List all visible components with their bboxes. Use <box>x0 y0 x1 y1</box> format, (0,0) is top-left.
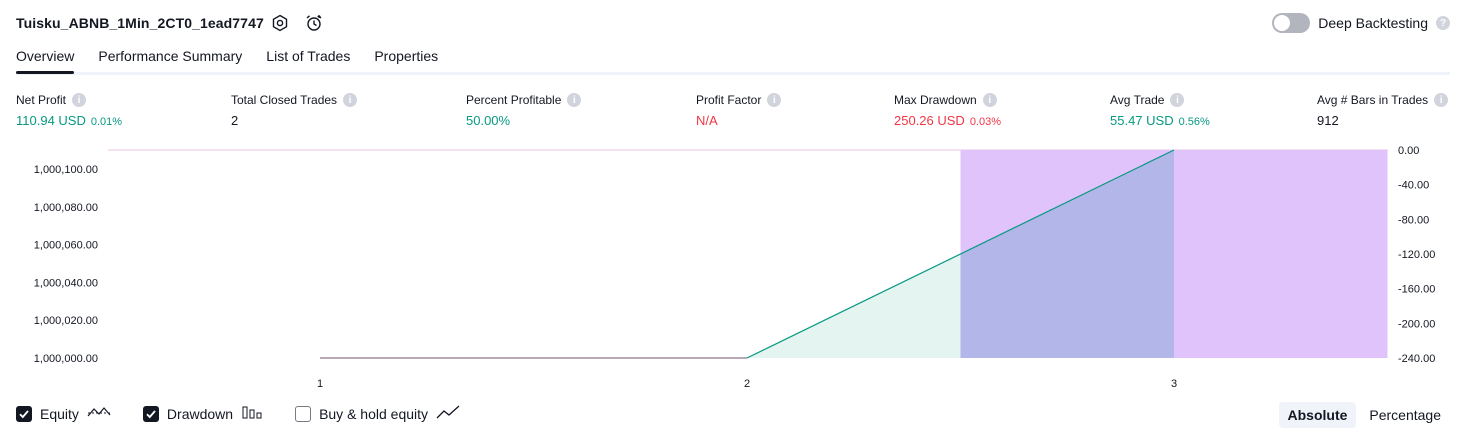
deep-backtesting-toggle[interactable] <box>1272 13 1311 33</box>
metric-label: Total Closed Trades <box>231 93 338 107</box>
chart-legend: Equity Drawdown Buy & hold equity <box>16 404 492 423</box>
metric-avg-trade: Avg Trade i 55.47 USD 0.56% <box>1110 93 1210 128</box>
metric-net-profit: Net Profit i 110.94 USD 0.01% <box>16 93 122 128</box>
metric-label: Avg Trade <box>1110 93 1165 107</box>
checkbox-checked[interactable] <box>142 405 159 422</box>
metric-percent: 0.03% <box>969 116 1002 128</box>
metric-value: 250.26 USD <box>894 113 965 128</box>
percentage-button[interactable]: Percentage <box>1369 407 1441 423</box>
alarm-clock-icon[interactable] <box>304 13 324 33</box>
equity-label: Equity <box>40 405 79 422</box>
tabs-divider <box>16 72 1450 75</box>
left-axis-tick: 1,000,020.00 <box>34 315 98 327</box>
right-axis-tick: -40.00 <box>1398 180 1429 192</box>
left-axis-tick: 1,000,040.00 <box>34 277 98 289</box>
metric-avg-bars-in-trades: Avg # Bars in Trades i 912 <box>1317 93 1449 128</box>
absolute-button[interactable]: Absolute <box>1278 402 1357 428</box>
drawdown-bar-1 <box>1174 150 1388 358</box>
metric-value: 50.00% <box>466 113 511 128</box>
left-axis-tick: 1,000,080.00 <box>34 202 98 214</box>
info-icon[interactable]: i <box>567 93 582 107</box>
tab-bar: Overview Performance Summary List of Tra… <box>16 48 439 74</box>
info-icon[interactable]: i <box>982 93 997 107</box>
x-axis-tick: 1 <box>317 378 323 390</box>
value-mode-switch: Absolute Percentage <box>1278 402 1451 428</box>
x-axis-tick: 2 <box>744 378 750 390</box>
info-icon[interactable]: i <box>767 93 782 107</box>
strategy-title: Tuisku_ABNB_1Min_2CT0_1ead7747 <box>16 15 264 31</box>
drawdown-label: Drawdown <box>166 405 234 422</box>
deep-backtesting-label: Deep Backtesting <box>1318 15 1428 31</box>
metric-label: Avg # Bars in Trades <box>1317 93 1429 107</box>
tab-performance-summary[interactable]: Performance Summary <box>98 48 243 64</box>
settings-icon[interactable] <box>270 13 290 33</box>
metric-value: 2 <box>231 113 239 128</box>
equity-line-icon <box>87 404 111 423</box>
metric-label: Percent Profitable <box>466 93 562 107</box>
metric-value: 55.47 USD <box>1110 113 1174 128</box>
metric-percent-profitable: Percent Profitable i 50.00% <box>466 93 582 128</box>
right-axis-tick: -160.00 <box>1398 284 1435 296</box>
right-axis-tick: -200.00 <box>1398 318 1435 330</box>
equity-drawdown-overlap <box>960 150 1174 358</box>
checkbox-unchecked[interactable] <box>295 405 312 422</box>
buy-hold-checkbox[interactable]: Buy & hold equity <box>295 404 460 423</box>
info-icon[interactable]: i <box>72 93 87 107</box>
checkbox-checked[interactable] <box>16 405 32 422</box>
tab-properties[interactable]: Properties <box>374 48 439 64</box>
info-icon[interactable]: i <box>1170 93 1185 107</box>
metric-label: Max Drawdown <box>894 93 977 107</box>
right-axis-tick: -240.00 <box>1398 353 1435 365</box>
equity-drawdown-chart[interactable]: 1,000,100.00 1,000,080.00 1,000,060.00 1,00… <box>0 140 1466 400</box>
drawdown-checkbox[interactable]: Drawdown <box>142 404 263 423</box>
drawdown-bars-icon <box>241 404 263 423</box>
metric-max-drawdown: Max Drawdown i 250.26 USD 0.03% <box>894 93 1001 128</box>
metric-percent: 0.56% <box>1178 116 1210 128</box>
left-axis-tick: 1,000,060.00 <box>34 240 98 252</box>
info-icon[interactable]: i <box>1434 93 1449 107</box>
deep-backtesting-control: Deep Backtesting ? <box>1272 13 1450 33</box>
left-axis-tick: 1,000,100.00 <box>34 164 98 176</box>
right-axis-tick: 0.00 <box>1398 145 1419 157</box>
tab-list-of-trades[interactable]: List of Trades <box>266 48 351 64</box>
metric-value: 912 <box>1317 113 1339 128</box>
metric-profit-factor: Profit Factor i N/A <box>696 93 782 128</box>
x-axis-tick: 3 <box>1171 378 1177 390</box>
metric-total-closed-trades: Total Closed Trades i 2 <box>231 93 358 128</box>
left-axis-tick: 1,000,000.00 <box>34 353 98 365</box>
right-axis-tick: -120.00 <box>1398 249 1435 261</box>
help-icon[interactable]: ? <box>1436 16 1450 30</box>
metric-label: Profit Factor <box>696 93 762 107</box>
info-icon[interactable]: i <box>343 93 358 107</box>
metric-value: N/A <box>696 113 718 128</box>
metric-percent: 0.01% <box>90 116 123 128</box>
equity-checkbox[interactable]: Equity <box>16 404 111 423</box>
right-axis-tick: -80.00 <box>1398 214 1429 226</box>
equity-line <box>746 149 1175 359</box>
buy-hold-label: Buy & hold equity <box>319 405 429 422</box>
metric-value: 110.94 USD <box>16 113 86 128</box>
tab-overview[interactable]: Overview <box>16 48 75 74</box>
buyhold-line-icon <box>436 404 460 423</box>
metric-label: Net Profit <box>16 93 67 107</box>
